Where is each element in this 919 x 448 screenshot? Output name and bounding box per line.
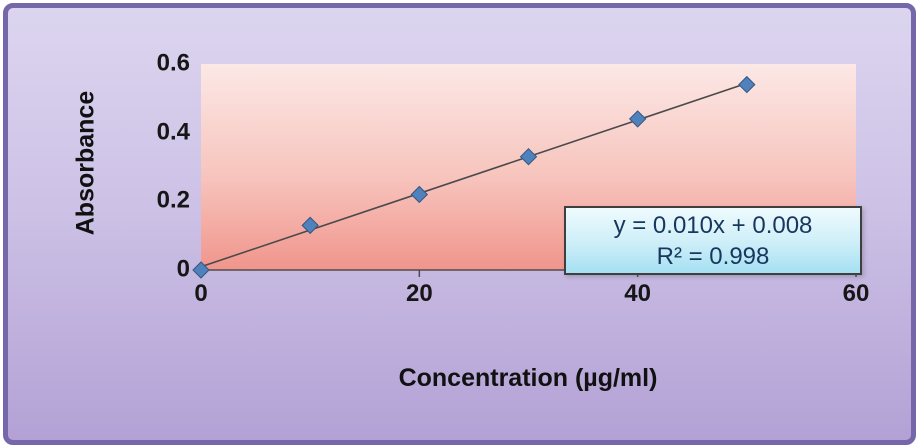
plot-area xyxy=(192,64,857,279)
data-point-marker xyxy=(519,147,538,166)
x-tick-label: 60 xyxy=(842,280,870,307)
y-tick-label: 0.2 xyxy=(156,186,190,214)
equation-box: y = 0.010x + 0.008 R² = 0.998 xyxy=(564,206,862,275)
x-axis-title: Concentration (µg/ml) xyxy=(398,364,658,392)
chart-frame: Absorbance y = 0.010x + 0.008 R² = 0.998… xyxy=(3,3,916,445)
data-point-marker xyxy=(192,261,210,279)
data-point-marker xyxy=(738,75,756,94)
data-point-marker xyxy=(410,185,429,204)
data-point-marker xyxy=(301,216,319,235)
data-point-marker xyxy=(628,110,647,128)
x-tick-label: 40 xyxy=(624,280,652,307)
r-squared-value: R² = 0.998 xyxy=(656,243,770,270)
y-axis-title: Absorbance xyxy=(71,90,100,236)
trendline xyxy=(200,82,748,268)
x-tick-label: 20 xyxy=(405,280,433,307)
plot-svg xyxy=(192,75,857,279)
y-tick-label: 0 xyxy=(176,255,190,283)
x-tick-label: 0 xyxy=(194,280,208,307)
trendline-equation: y = 0.010x + 0.008 xyxy=(613,212,813,239)
y-tick-label: 0.6 xyxy=(156,49,190,77)
y-tick-label: 0.4 xyxy=(156,118,190,146)
